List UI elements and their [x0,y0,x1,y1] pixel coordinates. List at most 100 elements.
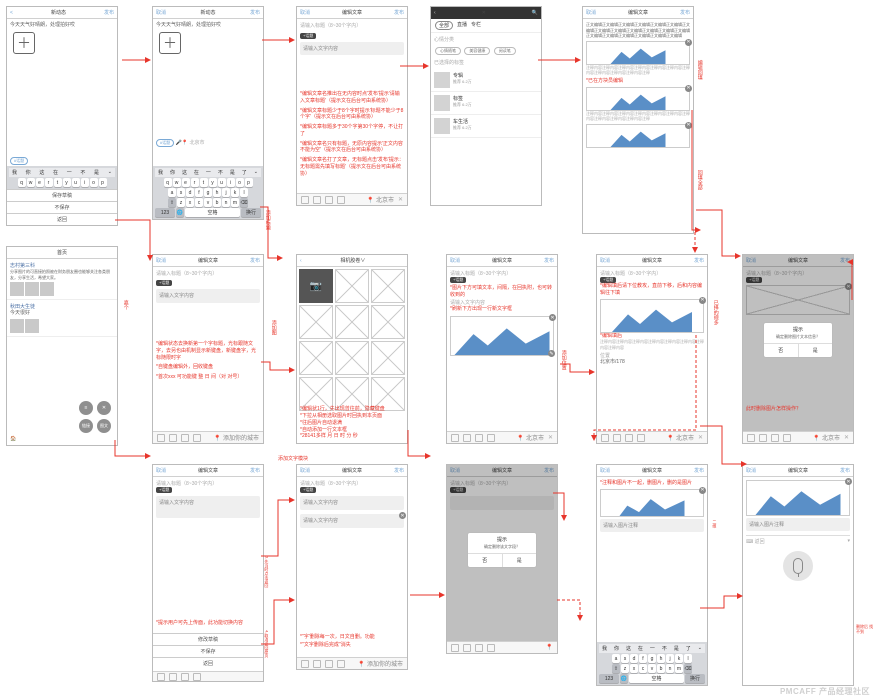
list-item[interactable]: 标签推荐 6.2万 [431,92,541,115]
location-button[interactable]: 📍 添加你的城市 [214,433,259,442]
dialog-yes[interactable]: 是 [502,554,537,567]
cand[interactable]: 你 [26,169,31,176]
list-item[interactable]: 车生活推荐 6.2万 [431,115,541,138]
list-item[interactable]: 专辑推荐 6.2万 [431,69,541,92]
tab[interactable]: 专栏 [471,21,481,30]
add-topic-button[interactable]: +话题 [300,33,316,39]
mic-button[interactable] [783,551,813,581]
publish-link[interactable]: 发布 [394,9,404,16]
cand[interactable]: 我 [12,169,17,176]
key[interactable]: r [45,178,53,187]
photo-item[interactable] [299,341,333,375]
tool-icon[interactable] [337,196,345,204]
content-input[interactable]: 请输入文字内容 [450,299,554,306]
cancel-link[interactable]: 取消 [586,9,596,16]
caption-text[interactable]: 注释内容注释内容注释内容注释内容注释内容注释内容注释内容注释内容注释内容注释内容… [586,111,690,122]
tool-icon[interactable] [325,196,333,204]
tool-icon[interactable] [301,196,309,204]
add-topic-button[interactable]: +话题 [450,277,466,283]
title-input[interactable]: 请输入标题（8~30个字内） [156,270,260,277]
location-chip[interactable]: 📍 北京市 [182,139,205,146]
cancel-link[interactable]: 取消 [156,9,166,16]
topic-chip[interactable]: #话题 [156,139,174,147]
fab[interactable]: ≡ [79,401,93,415]
cancel-link[interactable]: < [10,10,13,16]
photo-item[interactable] [371,305,405,339]
key[interactable]: p [99,178,107,187]
back-link[interactable]: ‹ [300,258,302,264]
delete-image-button[interactable]: ✕ [685,85,692,92]
close-button[interactable]: ✕ [398,196,403,203]
publish-link[interactable]: 发布 [250,9,260,16]
compose-text[interactable]: 今天天气好晴朗，处理拍好哎 [10,22,114,29]
back-button[interactable]: 返回 [153,657,263,669]
delete-image-button[interactable]: ✕ [685,122,692,129]
back-link[interactable]: ‹ [434,10,436,16]
add-image-button[interactable]: ＋ [159,32,181,54]
photo-item[interactable] [371,341,405,375]
pill[interactable]: 美容健康 [464,47,490,55]
key[interactable]: t [54,178,62,187]
title-input[interactable]: 请输入标题（8~30个字内） [450,270,554,277]
tool-icon[interactable] [313,196,321,204]
content-input[interactable]: 请输入文字内容 [300,42,404,55]
photo-item[interactable] [335,305,369,339]
caption-input[interactable]: 请输入图片注释 [600,519,704,532]
compose-text[interactable]: 今天天气好晴朗，处理拍好哎 [156,22,260,29]
fab-close[interactable]: ✕ [97,401,111,415]
delete-image-button[interactable]: ✕ [685,39,692,46]
back-button[interactable]: 返回 [7,213,117,225]
modify-draft-button[interactable]: 修改草稿 [153,633,263,645]
key[interactable]: i [81,178,89,187]
image-block[interactable] [586,124,690,148]
title[interactable]: 相机胶卷∨ [340,257,365,264]
post-author[interactable]: 志村第三科 [10,262,114,269]
camera-button[interactable]: 📷 [299,269,333,303]
dialog-yes[interactable]: 是 [798,344,833,357]
dialog-no[interactable]: 否 [764,344,798,357]
photo-item[interactable] [371,269,405,303]
key[interactable]: e [36,178,44,187]
dont-save-button[interactable]: 不保存 [153,645,263,657]
cancel-link[interactable]: 取消 [300,9,310,16]
add-topic-button[interactable]: +话题 [156,280,172,286]
cand[interactable]: 是 [94,169,99,176]
key[interactable]: u [72,178,80,187]
photo-item[interactable] [335,341,369,375]
dialog-no[interactable]: 否 [468,554,502,567]
delete-image-button[interactable]: ✕ [549,314,556,321]
tab[interactable]: 全部 [435,21,453,30]
key[interactable]: y [63,178,71,187]
tab[interactable]: 直播 [457,21,467,30]
pill[interactable]: 阅读笔 [494,47,516,55]
caption-text[interactable]: 注释内容注释内容注释内容注释内容注释内容注释内容注释内容注释内容 [600,339,704,350]
content-text[interactable]: 正文编辑正文编辑正文编辑正文编辑正文编辑正文编辑正文编辑正文编辑正文编辑正文编辑… [586,22,690,39]
key[interactable]: o [90,178,98,187]
image-block[interactable] [586,41,690,65]
fab-link[interactable]: 链接 [79,419,93,433]
cand[interactable]: 这 [39,169,44,176]
add-image-button[interactable]: ＋ [13,32,35,54]
cand[interactable]: 在 [53,169,58,176]
save-draft-button[interactable]: 保存草稿 [7,189,117,201]
key[interactable]: w [27,178,35,187]
publish-link[interactable]: 发布 [680,9,690,16]
topic-chip[interactable]: #话题 [10,157,28,165]
photo-item[interactable] [335,269,369,303]
title-input[interactable]: 请输入标题（8~30个字内） [300,22,404,29]
cand[interactable]: 一 [67,169,72,176]
cand[interactable]: 不 [80,169,85,176]
search-input[interactable]: 🔍 [532,10,538,16]
location-button[interactable]: 📍 北京市 [367,195,394,204]
photo-item[interactable] [299,305,333,339]
pill[interactable]: 心情随笔 [435,47,461,55]
dont-save-button[interactable]: 不保存 [7,201,117,213]
publish-link[interactable]: 发布 [104,9,114,16]
caption-text[interactable]: 注释内容注释内容注释内容注释内容注释内容注释内容注释内容注释内容注释内容注释内容… [586,65,690,76]
caption-input[interactable]: 请输入图片注释 [746,518,850,531]
image-block[interactable] [586,87,690,111]
content-input[interactable]: 请输入文字内容 [156,289,260,303]
key[interactable]: q [18,178,26,187]
fab-rich[interactable]: 图文 [97,419,111,433]
image-block[interactable] [450,316,554,356]
